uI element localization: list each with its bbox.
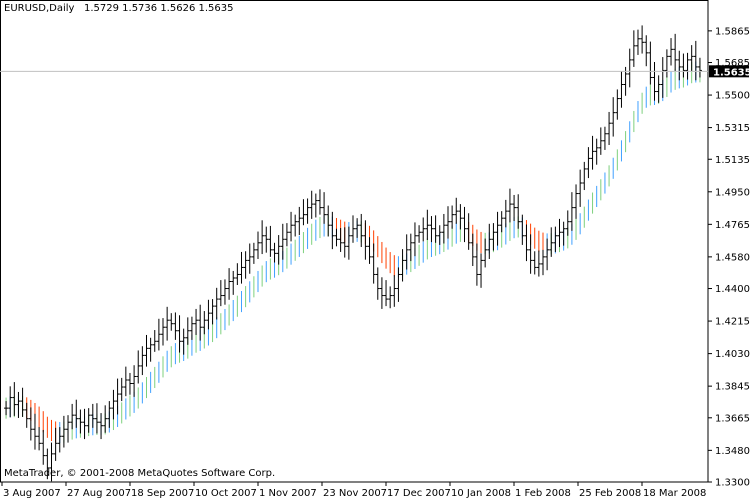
symbol-name: EURUSD,Daily (4, 3, 75, 14)
y-tick-label: 1.3300 (715, 478, 750, 489)
x-tick-label: 1 Feb 2008 (515, 488, 571, 499)
copyright-text: MetaTrader, © 2001-2008 MetaQuotes Softw… (4, 468, 276, 479)
plot-frame (0, 0, 709, 483)
y-tick-label: 1.3480 (715, 446, 750, 457)
x-tick-label: 25 Feb 2008 (579, 488, 641, 499)
indicator-histogram (5, 61, 701, 444)
x-tick-label: 23 Nov 2007 (323, 488, 387, 499)
y-tick-label: 1.5685 (715, 58, 750, 69)
y-tick-label: 1.5135 (715, 155, 750, 166)
x-tick-label: 3 Aug 2007 (3, 488, 61, 499)
y-tick-label: 1.4400 (715, 284, 750, 295)
x-tick-label: 17 Dec 2007 (387, 488, 451, 499)
y-tick-label: 1.4950 (715, 187, 750, 198)
current-price-label: 1.5635 (713, 67, 750, 78)
y-tick-label: 1.3845 (715, 382, 750, 393)
y-tick-label: 1.4765 (715, 220, 750, 231)
current-price-label-bg (709, 65, 749, 78)
y-tick-label: 1.4215 (715, 317, 750, 328)
y-tick-label: 1.5865 (715, 26, 750, 37)
y-tick-label: 1.4030 (715, 349, 750, 360)
y-tick-label: 1.5315 (715, 123, 750, 134)
y-tick-label: 1.4580 (715, 252, 750, 263)
ohlc-values: 1.5729 1.5736 1.5626 1.5635 (83, 3, 234, 14)
x-tick-label: 10 Jan 2008 (451, 488, 511, 499)
x-tick-label: 18 Mar 2008 (643, 488, 706, 499)
x-tick-label: 18 Sep 2007 (131, 488, 194, 499)
x-tick-label: 1 Nov 2007 (259, 488, 317, 499)
x-tick-label: 10 Oct 2007 (195, 488, 257, 499)
ohlc-bars (4, 25, 702, 482)
y-tick-label: 1.3665 (715, 413, 750, 424)
x-tick-label: 27 Aug 2007 (67, 488, 131, 499)
symbol-header: EURUSD,Daily 1.5729 1.5736 1.5626 1.5635 (4, 3, 233, 14)
y-tick-label: 1.5500 (715, 91, 750, 102)
